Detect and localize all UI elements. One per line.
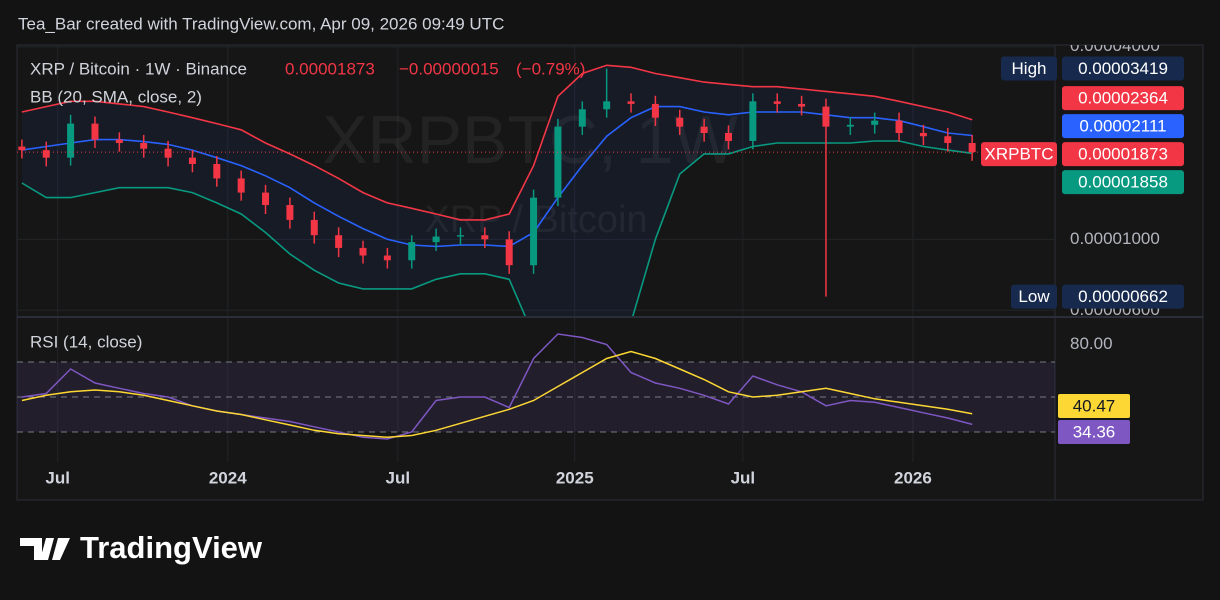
candle-body [42,150,50,158]
rsi-value-label: 40.47 [1073,397,1116,416]
watermark: XRPBTC, 1W [322,102,738,178]
rsi-value-label: 34.36 [1073,423,1116,442]
bb-fill [21,65,973,316]
x-tick-label: Jul [731,468,756,487]
header: Tea_Bar created with TradingView.com, Ap… [18,14,504,33]
footer-logo: TradingView [20,530,263,565]
rsi-plot [17,333,1055,440]
candle-body [822,106,830,127]
candle-body [895,120,903,133]
price-label-name: XRPBTC [985,145,1054,164]
candle-body [359,247,367,256]
price-label: 0.00000662 [1078,287,1168,306]
y-tick-label: 0.00001000 [1070,229,1160,248]
rsi-value-box [1058,420,1130,445]
indicator-legend: BB (20, SMA, close, 2) [30,87,202,106]
candle-body [505,239,513,266]
candle-body [188,157,196,164]
candle-body [213,163,221,179]
candle-body [651,103,659,118]
rsi-grid [57,318,914,462]
candle-body [676,117,684,127]
candle-body [919,132,927,137]
candle-body [530,197,538,266]
candle-body [383,255,391,261]
candle-body [627,101,635,104]
price-label-box [1062,86,1184,111]
price-label-name-box [1011,284,1057,309]
logo-text: TradingView [80,530,263,565]
symbol: XRP / Bitcoin · 1W · Binance [30,59,247,78]
x-tick-label: 2025 [556,468,594,487]
logo-mark [20,538,70,560]
candle-body [578,109,586,127]
x-tick-label: Jul [386,468,411,487]
price-label: 0.00003419 [1078,59,1168,78]
price-label: 0.00002111 [1079,117,1166,136]
bb-line [21,140,973,316]
legend-change: −0.00000015 [399,59,499,78]
price-grid [17,45,1055,316]
candle-body [310,219,318,236]
bb-line [21,64,973,221]
chart-frame [16,44,1204,501]
candle-body [700,126,708,133]
x-tick-label: 2026 [894,468,932,487]
legend-price: 0.00001873 [285,59,375,78]
candle-body [554,126,562,198]
legend-change-pct: (−0.79%) [516,59,585,78]
candle-body [968,143,976,153]
price-label: 0.00002364 [1078,89,1168,108]
price-label-box [1062,114,1184,139]
candle-body [871,120,879,125]
price-label-box [1062,170,1184,195]
x-tick-label: 2024 [209,468,247,487]
price-label-box [1062,284,1184,309]
candle-body [603,101,611,110]
rsi-value-box [1058,394,1130,419]
candle-body [18,146,26,151]
bb-line [21,105,973,248]
candle-body [115,139,123,144]
rsi-line [21,333,973,440]
price-label-name: Low [1018,287,1050,306]
labels: Jul 2024 Jul 2025 Jul 2026 0.00003419 High 0.000… [45,56,1184,487]
price-label-name: High [1012,59,1047,78]
candle-body [432,236,440,243]
candle-body [408,242,416,261]
price-label: 0.00001873 [1078,145,1168,164]
x-tick-label: Jul [45,468,70,487]
candle-body [335,235,343,248]
y-tick-label: 0.00004000 [1070,36,1160,55]
y-tick-label: 80.00 [1070,334,1113,353]
candle-body [773,101,781,104]
candle-body [944,136,952,144]
price-label-name-box [981,142,1057,167]
candle-body [67,123,75,158]
price-label-box [1062,56,1184,81]
candle-body [91,123,99,140]
candle-body [724,132,732,141]
rsi-title: RSI (14, close) [30,332,142,351]
candle-body [481,235,489,240]
candle-body [456,235,464,237]
price-plot [17,64,1055,316]
candle-body [798,103,806,107]
candle-body [140,143,148,149]
price-label-name-box [1001,56,1057,81]
candle-body [164,148,172,158]
rsi-line [21,350,973,439]
candle-body [846,124,854,127]
candle-body [237,178,245,193]
candle-body [286,205,294,220]
price-label: 0.00001858 [1078,173,1168,192]
price-label-box [1062,142,1184,167]
candle-body [749,101,757,141]
candle-body [262,192,270,206]
